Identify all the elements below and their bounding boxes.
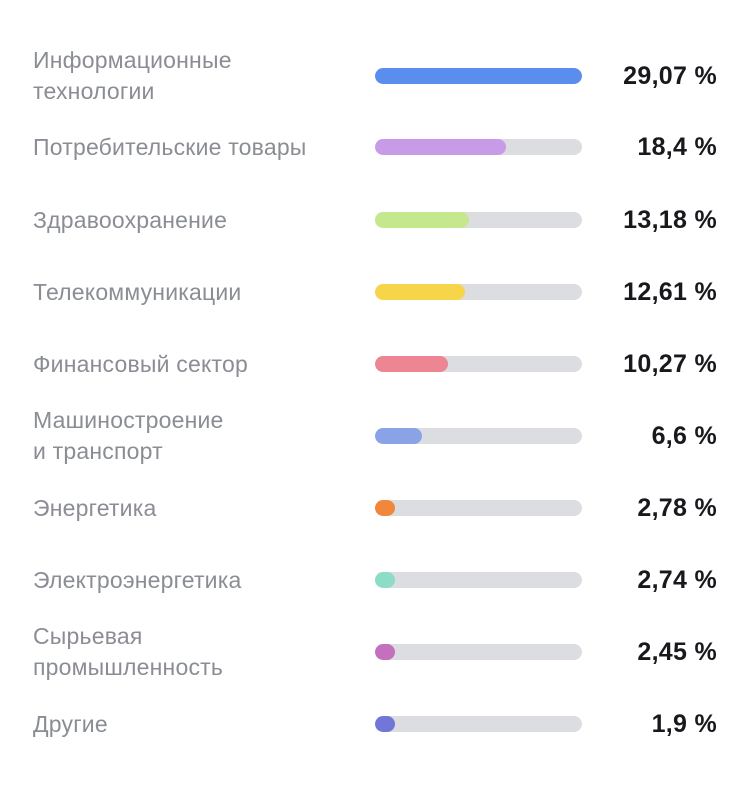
category-label: Информационные технологии [33, 47, 232, 104]
value-label: 10,27 % [623, 349, 717, 378]
bar-fill [375, 284, 465, 300]
bar-track [375, 68, 582, 84]
bar-row: Информационные технологии 29,07 % [0, 40, 750, 112]
category-label: Потребительские товары [33, 133, 307, 160]
bar-track [375, 644, 582, 660]
bar-row: Сырьевая промышленность 2,45 % [0, 616, 750, 688]
value-label: 2,78 % [637, 493, 717, 522]
category-label: Машиностроение и транспорт [33, 407, 224, 464]
bar-track [375, 716, 582, 732]
bar-row: Энергетика 2,78 % [0, 472, 750, 544]
bar-row: Потребительские товары 18,4 % [0, 111, 750, 183]
category-label: Другие [33, 710, 108, 737]
bar-fill [375, 356, 448, 372]
value-label: 13,18 % [623, 205, 717, 234]
value-label: 2,74 % [637, 565, 717, 594]
bar-fill [375, 68, 582, 84]
category-label: Сырьевая промышленность [33, 623, 224, 680]
bar-row: Электроэнергетика 2,74 % [0, 544, 750, 616]
value-label: 29,07 % [623, 61, 717, 90]
bar-fill [375, 212, 469, 228]
value-label: 2,45 % [637, 637, 717, 666]
bar-fill [375, 428, 422, 444]
bar-row: Машиностроение и транспорт 6,6 % [0, 400, 750, 472]
bar-fill [375, 644, 395, 660]
bar-fill [375, 716, 395, 732]
value-label: 18,4 % [637, 132, 717, 161]
value-label: 12,61 % [623, 277, 717, 306]
category-label: Энергетика [33, 494, 157, 521]
bar-row: Телекоммуникации 12,61 % [0, 256, 750, 328]
bar-track [375, 572, 582, 588]
bar-fill [375, 500, 395, 516]
category-label: Финансовый сектор [33, 350, 248, 377]
bar-track [375, 284, 582, 300]
bar-track [375, 500, 582, 516]
bar-track [375, 356, 582, 372]
bar-row: Здравоохранение 13,18 % [0, 184, 750, 256]
bar-row: Другие 1,9 % [0, 688, 750, 760]
bar-track [375, 428, 582, 444]
bar-track [375, 212, 582, 228]
category-label: Здравоохранение [33, 206, 228, 233]
bar-track [375, 139, 582, 155]
bar-fill [375, 139, 506, 155]
value-label: 1,9 % [651, 709, 717, 738]
bar-fill [375, 572, 395, 588]
bar-row: Финансовый сектор 10,27 % [0, 328, 750, 400]
category-label: Телекоммуникации [33, 278, 242, 305]
category-label: Электроэнергетика [33, 566, 242, 593]
value-label: 6,6 % [651, 421, 717, 450]
